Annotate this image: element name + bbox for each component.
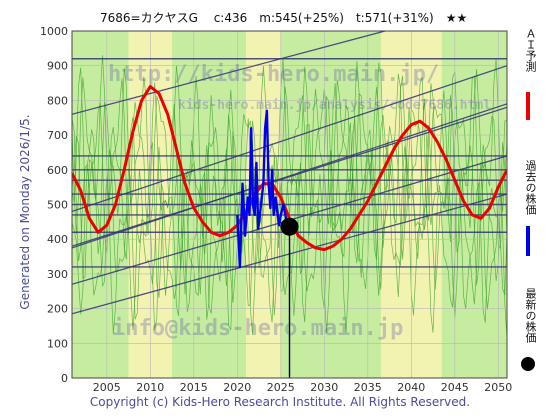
y-tick-label: 500: [47, 199, 68, 212]
y-tick-label: 200: [47, 303, 68, 316]
y-tick-label: 900: [47, 60, 68, 73]
x-tick-label: 2040: [397, 381, 425, 394]
trend-line: [72, 65, 507, 213]
y-tick-label: 300: [47, 268, 68, 281]
y-tick-label: 600: [47, 164, 68, 177]
copyright-notice: Copyright (c) Kids-Hero Research Institu…: [89, 395, 471, 409]
x-tick-label: 2050: [484, 381, 512, 394]
volatility-trace-line: [72, 61, 507, 339]
legend-label-prediction: ＡＩ予測: [524, 28, 537, 72]
watermark-url: http://kids-hero.main.jp/: [108, 62, 440, 87]
watermark-sub-url: kids-hero.main.jp/analysis/code7686.html: [178, 98, 492, 113]
x-tick-label: 2020: [223, 381, 251, 394]
trend-line: [72, 103, 507, 249]
legend-swatch-latest: [521, 357, 535, 371]
y-tick-label: 100: [47, 337, 68, 350]
x-tick-label: 2030: [310, 381, 338, 394]
plot-frame: [71, 30, 508, 379]
chart-title: 7686=カクヤスG c:436 m:545(+25%) t:571(+31%)…: [100, 11, 468, 25]
x-tick-label: 2010: [136, 381, 164, 394]
legend-label-latest: 最新の株価: [524, 288, 537, 343]
latest-price-marker: [280, 217, 299, 236]
legend-label-past: 過去の株価: [524, 160, 537, 215]
y-tick-label: 1000: [40, 25, 68, 38]
trend-line: [72, 106, 507, 247]
watermark-email: info@kids-hero.main.jp: [112, 316, 404, 341]
x-tick-label: 2005: [93, 381, 121, 394]
series-past-price-line: [236, 109, 291, 269]
trend-line: [72, 31, 388, 115]
generated-date-label: Generated on Monday 2026/1/5.: [18, 114, 32, 310]
x-tick-label: 2025: [267, 381, 295, 394]
y-tick-label: 700: [47, 129, 68, 142]
y-tick-label: 800: [47, 94, 68, 107]
x-tick-label: 2015: [180, 381, 208, 394]
x-tick-label: 2045: [441, 381, 469, 394]
y-tick-label: 400: [47, 233, 68, 246]
y-tick-label: 0: [61, 372, 68, 385]
x-tick-label: 2035: [354, 381, 382, 394]
